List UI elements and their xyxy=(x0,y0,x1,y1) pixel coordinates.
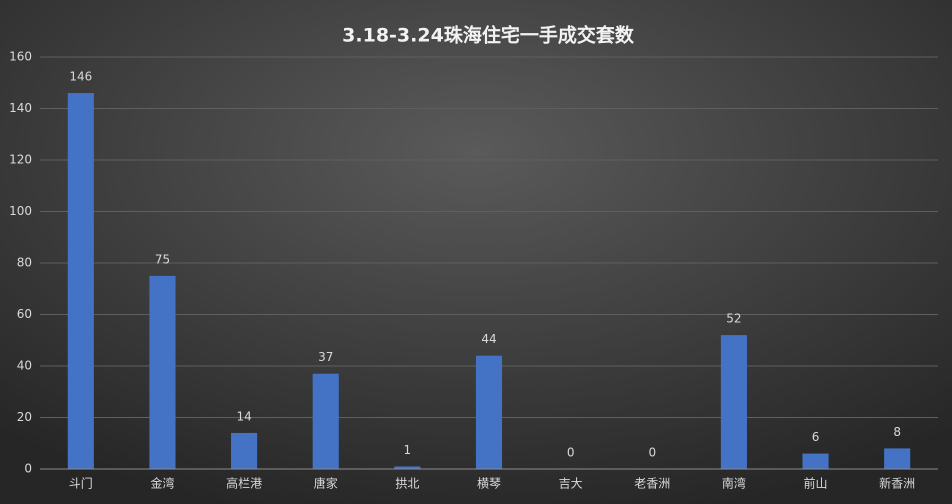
data-label: 44 xyxy=(481,332,496,346)
y-tick-label: 100 xyxy=(9,204,32,218)
data-label: 0 xyxy=(648,446,656,460)
bar xyxy=(394,466,421,469)
y-tick-label: 0 xyxy=(24,462,32,476)
y-tick-label: 140 xyxy=(9,101,32,115)
chart-title: 3.18-3.24珠海住宅一手成交套数 xyxy=(342,24,635,47)
data-label: 75 xyxy=(155,252,170,266)
y-tick-label: 20 xyxy=(17,410,32,424)
y-tick-label: 40 xyxy=(17,359,32,373)
data-label: 146 xyxy=(69,70,92,84)
bar xyxy=(475,355,503,469)
x-tick-label: 前山 xyxy=(804,476,828,491)
data-label: 37 xyxy=(318,350,333,364)
y-tick-label: 120 xyxy=(9,153,32,167)
x-tick-label: 斗门 xyxy=(69,476,93,491)
bar xyxy=(884,448,911,469)
x-tick-label: 老香洲 xyxy=(634,477,670,491)
bar xyxy=(231,432,258,469)
bar xyxy=(67,93,94,470)
bar xyxy=(312,373,339,469)
x-tick-label: 高栏港 xyxy=(226,476,262,491)
x-tick-label: 横琴 xyxy=(477,477,501,491)
data-label: 8 xyxy=(893,425,901,439)
x-tick-label: 吉大 xyxy=(559,477,583,491)
x-tick-label: 新香洲 xyxy=(879,476,915,491)
y-tick-label: 160 xyxy=(9,50,32,64)
x-tick-label: 唐家 xyxy=(314,476,338,491)
y-tick-label: 80 xyxy=(17,256,32,270)
bar xyxy=(149,275,176,469)
x-tick-label: 南湾 xyxy=(722,476,746,491)
x-tick-label: 拱北 xyxy=(395,477,419,491)
y-tick-label: 60 xyxy=(17,307,32,321)
data-label: 52 xyxy=(726,312,741,326)
data-label: 1 xyxy=(404,443,412,457)
data-label: 14 xyxy=(236,409,251,423)
bar xyxy=(720,335,747,469)
bar xyxy=(802,453,829,469)
data-label: 6 xyxy=(812,430,820,444)
data-label: 0 xyxy=(567,446,575,460)
x-tick-label: 金湾 xyxy=(150,476,174,491)
